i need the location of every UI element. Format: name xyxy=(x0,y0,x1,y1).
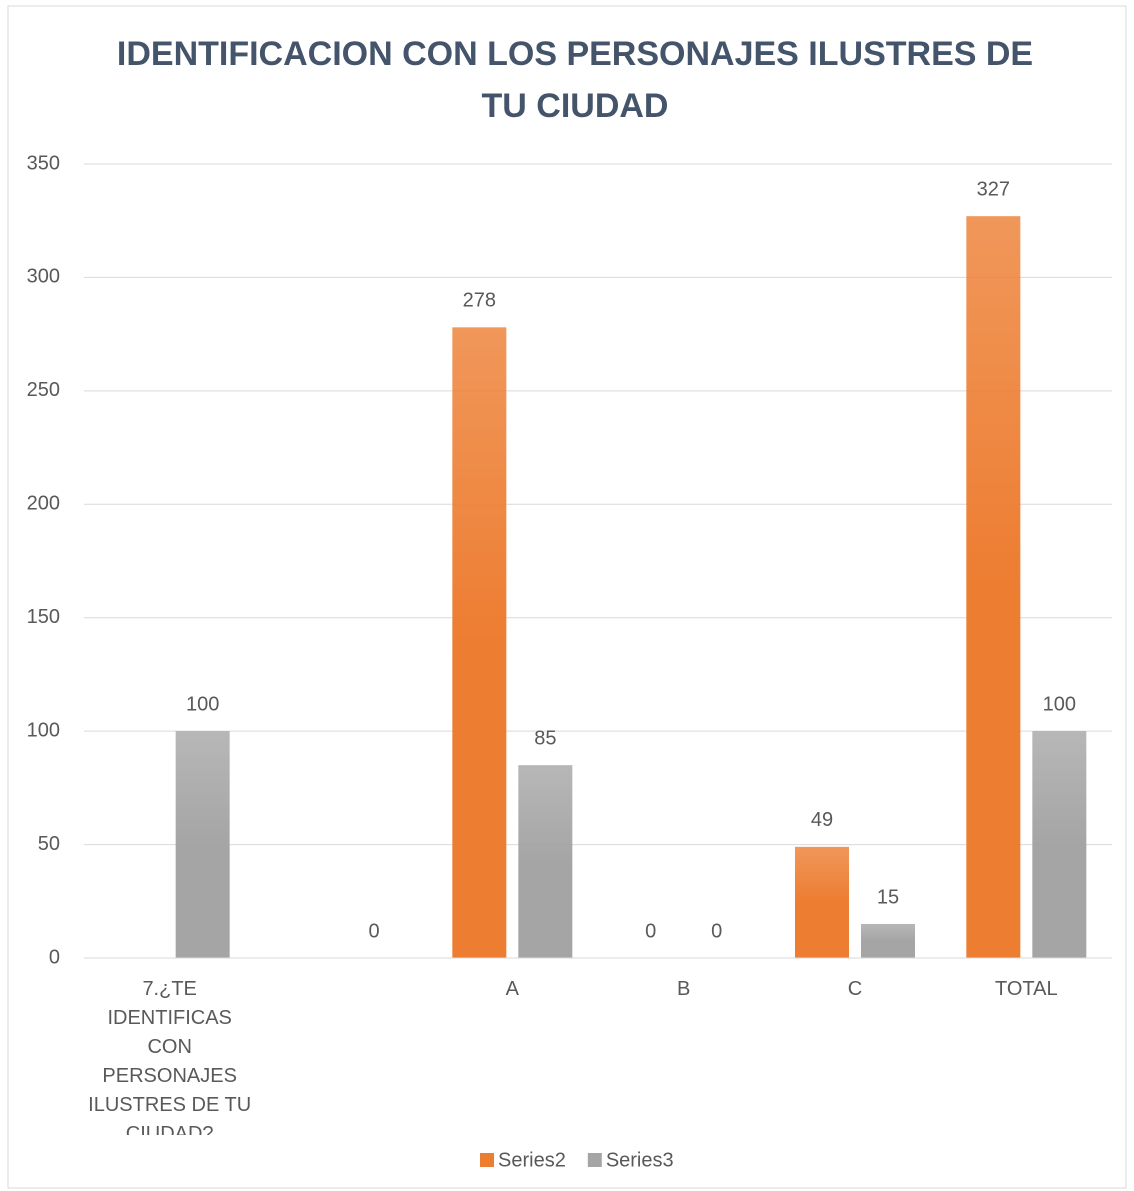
legend-swatch xyxy=(587,1153,602,1167)
y-tick-label: 350 xyxy=(27,152,60,174)
x-tick-label: A xyxy=(505,978,519,1000)
chart-border xyxy=(7,5,1127,1189)
x-tick-label-box: C xyxy=(847,978,863,1000)
x-tick-label-box: B xyxy=(676,978,691,1000)
y-tick-label: 150 xyxy=(27,606,60,628)
y-tick-label: 250 xyxy=(27,379,60,401)
y-tick-label: 50 xyxy=(38,833,60,855)
x-tick-label-box: A xyxy=(505,978,519,1000)
chart-title: IDENTIFICACION CON LOS PERSONAJES ILUSTR… xyxy=(116,35,1034,125)
legend-label: Series3 xyxy=(606,1149,674,1171)
bar xyxy=(452,327,507,958)
chart-title-box: IDENTIFICACION CON LOS PERSONAJES ILUSTR… xyxy=(116,35,1034,125)
data-label: 100 xyxy=(1043,693,1076,715)
bar xyxy=(861,923,915,958)
bar xyxy=(966,216,1021,959)
legend-label: Series2 xyxy=(498,1149,566,1171)
y-tick-label: 0 xyxy=(49,946,60,968)
y-tick-label: 300 xyxy=(27,266,60,288)
x-tick-label: 7.¿TE IDENTIFICAS CON PERSONAJES ILUSTRE… xyxy=(88,978,252,1135)
data-label: 100 xyxy=(186,693,219,715)
data-label: 0 xyxy=(711,920,722,942)
data-label: 278 xyxy=(463,290,496,312)
x-tick-label: C xyxy=(847,978,863,1000)
legend-swatch xyxy=(480,1153,494,1167)
bar xyxy=(175,731,230,958)
y-tick-label: 100 xyxy=(27,719,60,741)
data-label: 15 xyxy=(877,886,899,908)
data-label: 85 xyxy=(534,727,556,749)
y-tick-label: 200 xyxy=(27,493,60,515)
x-tick-label-box: 7.¿TE IDENTIFICAS CON PERSONAJES ILUSTRE… xyxy=(88,978,252,1135)
data-label: 327 xyxy=(977,178,1010,200)
bar xyxy=(518,765,573,958)
data-label: 49 xyxy=(811,809,833,831)
x-tick-label-box: TOTAL xyxy=(995,978,1058,1000)
data-label: 0 xyxy=(645,920,656,942)
data-label: 0 xyxy=(368,920,379,942)
bar xyxy=(1032,731,1087,958)
x-tick-label: TOTAL xyxy=(995,978,1058,1000)
x-tick-label: B xyxy=(676,978,691,1000)
bar xyxy=(795,846,849,958)
